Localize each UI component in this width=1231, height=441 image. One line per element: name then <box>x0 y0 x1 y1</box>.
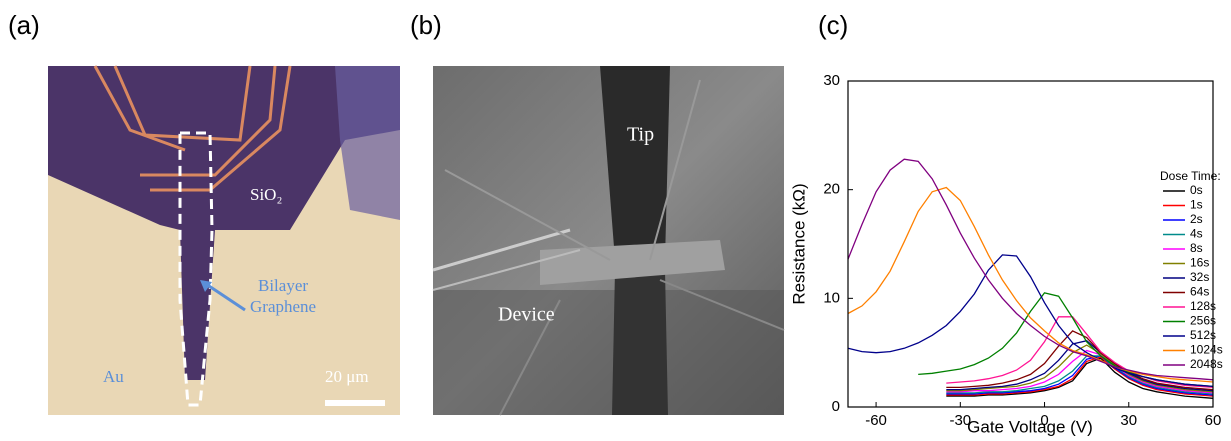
legend-label: 2s <box>1190 212 1203 226</box>
panel-label: (a) <box>8 10 40 40</box>
annotation: Graphene <box>250 297 316 316</box>
legend-label: 16s <box>1190 256 1209 270</box>
legend-label: 128s <box>1190 299 1216 313</box>
legend-label: 2048s <box>1190 357 1223 371</box>
legend-label: 1024s <box>1190 343 1223 357</box>
x-axis-label: Gate Voltage (V) <box>967 417 1093 436</box>
line-series <box>848 188 1213 383</box>
annotation: Tip <box>627 124 654 146</box>
y-tick-label: 0 <box>832 398 840 415</box>
y-tick-label: 20 <box>823 181 840 198</box>
legend-label: 32s <box>1190 270 1209 284</box>
legend-label: 256s <box>1190 314 1216 328</box>
y-tick-label: 10 <box>823 289 840 306</box>
panel-label: (b) <box>410 10 442 40</box>
scale-bar-label: 20 μm <box>325 367 369 386</box>
legend-label: 8s <box>1190 241 1203 255</box>
legend-label: 0s <box>1190 183 1203 197</box>
microscope-image <box>48 66 400 415</box>
figure: (a) SiO₂ Bilayer Graphene Au 20 μm (b) T… <box>0 0 1231 436</box>
y-tick-label: 30 <box>823 72 840 89</box>
line-series <box>848 255 1213 387</box>
legend-title: Dose Time: <box>1160 169 1221 183</box>
annotation: Au <box>103 367 124 386</box>
y-axis-label: Resistance (kΩ) <box>789 183 808 304</box>
legend-label: 4s <box>1190 227 1203 241</box>
legend-label: 512s <box>1190 328 1216 342</box>
annotation: Bilayer <box>258 276 308 295</box>
x-tick-label: 30 <box>1120 412 1137 429</box>
panel-label: (c) <box>818 10 848 40</box>
photo-image <box>433 66 784 415</box>
x-tick-label: -60 <box>865 412 887 429</box>
legend-label: 64s <box>1190 285 1209 299</box>
annotation: Device <box>498 304 555 326</box>
x-tick-label: 0 <box>1040 412 1048 429</box>
legend-label: 1s <box>1190 198 1203 212</box>
line-series <box>848 159 1213 380</box>
x-tick-label: -30 <box>949 412 971 429</box>
x-tick-label: 60 <box>1205 412 1222 429</box>
annotation: SiO₂ <box>250 185 282 204</box>
line-series <box>946 331 1213 390</box>
